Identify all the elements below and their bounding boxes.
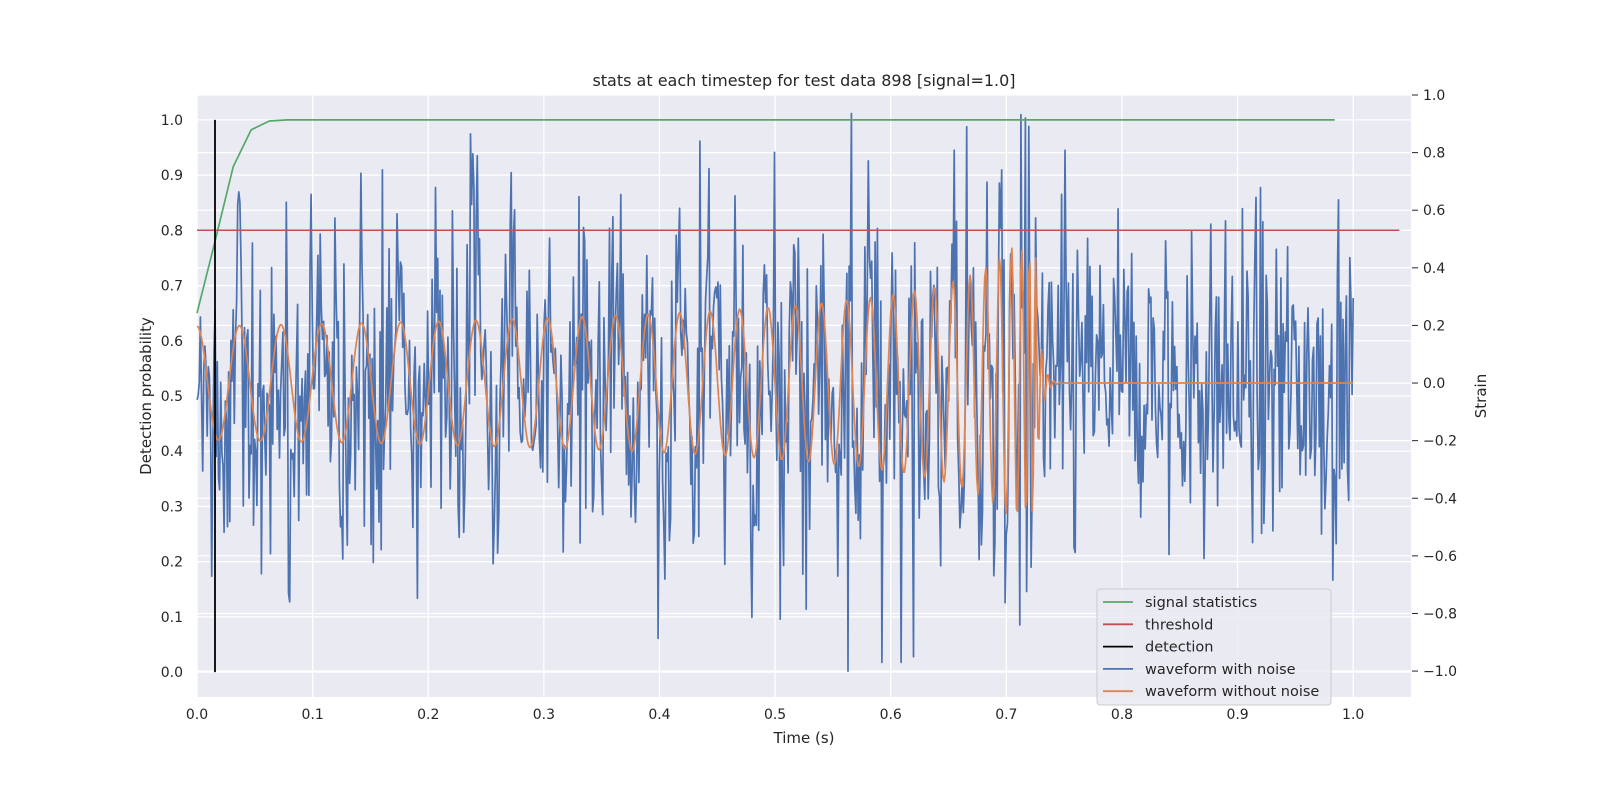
y-tick-label: 0.9: [161, 168, 183, 184]
x-tick-label: 0.8: [1111, 707, 1133, 723]
y-axis-right: −1.0 −0.8 −0.6 −0.4 −0.2 0.0 0.2 0.4 0.6 0.8 1.0: [1412, 88, 1457, 680]
legend: signal statistics threshold detection wavef…: [1096, 588, 1332, 706]
x-tick-label: 0.9: [1226, 707, 1248, 723]
y2-tick-label: 0.6: [1423, 203, 1445, 219]
legend-box: [1096, 588, 1332, 706]
legend-entry: detection: [1145, 640, 1213, 656]
y2-axis-label: Strain: [1472, 374, 1490, 418]
y2-tick-label: −0.8: [1423, 606, 1457, 622]
series-lines: [196, 112, 1400, 673]
y-tick-label: 1.0: [161, 113, 183, 129]
y2-tick-label: 0.8: [1423, 146, 1445, 162]
y-tick-label: 0.7: [161, 279, 183, 295]
legend-entry: waveform with noise: [1145, 662, 1296, 678]
y-tick-label: 0.4: [161, 444, 183, 460]
chart-title: stats at each timestep for test data 898…: [592, 71, 1015, 90]
y2-tick-label: 1.0: [1423, 88, 1445, 104]
y-tick-label: 0.6: [161, 334, 183, 350]
y-axis-label: Detection probability: [137, 317, 155, 475]
y2-tick-label: −1.0: [1423, 664, 1457, 680]
x-tick-label: 1.0: [1342, 707, 1364, 723]
y2-tick-label: −0.6: [1423, 549, 1457, 565]
y-tick-label: 0.0: [161, 665, 183, 681]
y2-tick-label: 0.4: [1423, 261, 1445, 277]
legend-entry: waveform without noise: [1145, 684, 1319, 700]
x-axis-label: Time (s): [773, 729, 835, 747]
x-tick-label: 0.6: [880, 707, 902, 723]
y-tick-label: 0.5: [161, 389, 183, 405]
signal-statistics-line: [196, 119, 1335, 314]
x-axis: 0.0 0.1 0.2 0.3 0.4 0.5 0.6 0.7 0.8 0.9 1.0: [186, 707, 1364, 723]
y-tick-label: 0.1: [161, 610, 183, 626]
waveform-without-noise-line: [196, 247, 1354, 514]
y-tick-label: 0.8: [161, 223, 183, 239]
y2-tick-label: 0.2: [1423, 318, 1445, 334]
legend-entry: threshold: [1145, 617, 1213, 633]
y2-tick-label: −0.2: [1423, 434, 1457, 450]
x-tick-label: 0.1: [301, 707, 323, 723]
y-axis-left: 0.0 0.1 0.2 0.3 0.4 0.5 0.6 0.7 0.8 0.9 1.0: [161, 113, 183, 681]
x-tick-label: 0.5: [764, 707, 786, 723]
x-tick-label: 0.7: [995, 707, 1017, 723]
x-tick-label: 0.4: [648, 707, 670, 723]
waveform-with-noise-line: [196, 112, 1355, 672]
x-tick-label: 0.0: [186, 707, 208, 723]
y-tick-label: 0.2: [161, 555, 183, 571]
x-tick-label: 0.2: [417, 707, 439, 723]
y2-tick-label: −0.4: [1423, 491, 1457, 507]
y2-tick-label: 0.0: [1423, 376, 1445, 392]
x-tick-label: 0.3: [533, 707, 555, 723]
legend-entry: signal statistics: [1145, 595, 1257, 611]
y-tick-label: 0.3: [161, 499, 183, 515]
